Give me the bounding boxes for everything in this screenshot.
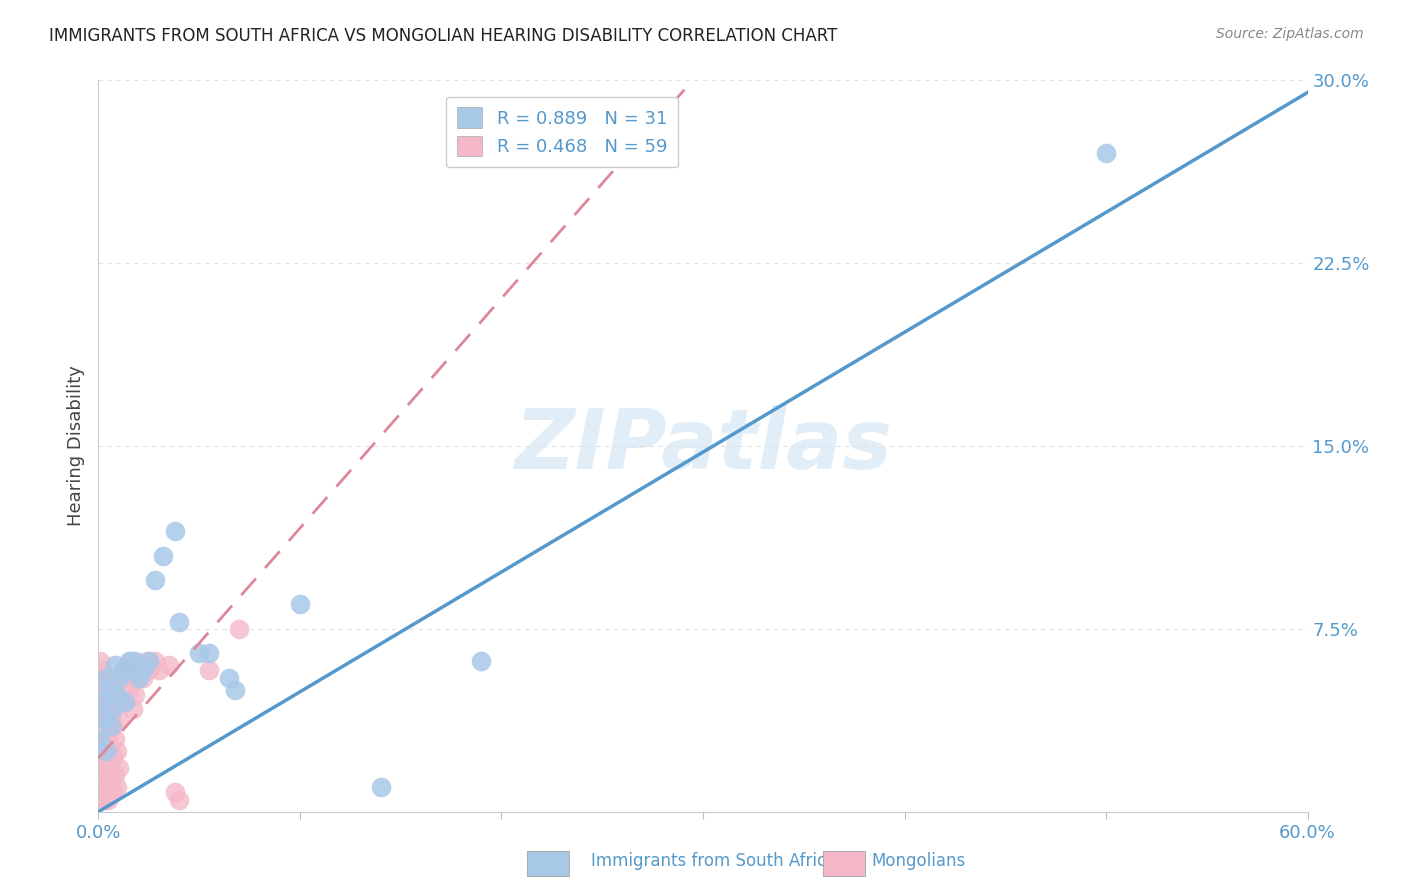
Point xyxy=(163,785,186,799)
Point xyxy=(101,702,124,716)
Point xyxy=(96,780,118,795)
Point xyxy=(89,654,111,668)
Point xyxy=(288,598,311,612)
Point xyxy=(103,658,125,673)
Point xyxy=(89,731,111,746)
Point xyxy=(91,736,114,750)
Point xyxy=(107,712,129,726)
Point xyxy=(370,780,392,795)
Point xyxy=(111,695,134,709)
Point xyxy=(89,751,111,765)
Point xyxy=(93,688,115,702)
Legend: R = 0.889   N = 31, R = 0.468   N = 59: R = 0.889 N = 31, R = 0.468 N = 59 xyxy=(446,96,678,167)
Point xyxy=(97,682,120,697)
Point xyxy=(96,671,118,685)
Point xyxy=(93,792,115,806)
Point xyxy=(107,761,129,775)
Text: Mongolians: Mongolians xyxy=(872,852,966,870)
Point xyxy=(101,719,124,733)
Point xyxy=(1095,146,1118,161)
Text: ZIPatlas: ZIPatlas xyxy=(515,406,891,486)
Point xyxy=(152,549,174,563)
Point xyxy=(228,622,250,636)
Point xyxy=(93,712,115,726)
Point xyxy=(470,654,492,668)
Point xyxy=(101,785,124,799)
Point xyxy=(91,688,114,702)
Point xyxy=(100,744,122,758)
Point xyxy=(138,654,160,668)
Point xyxy=(89,792,111,806)
Point xyxy=(135,654,157,668)
Point xyxy=(138,663,160,677)
Point xyxy=(118,654,141,668)
Point xyxy=(120,654,142,668)
Point xyxy=(124,654,146,668)
Point xyxy=(103,768,125,782)
Point xyxy=(167,615,190,629)
Point xyxy=(167,792,190,806)
Point xyxy=(121,702,143,716)
Point xyxy=(105,688,128,702)
Point xyxy=(89,695,111,709)
Point xyxy=(89,768,111,782)
Point xyxy=(91,695,114,709)
Point xyxy=(96,719,118,733)
Point xyxy=(93,768,115,782)
Point xyxy=(89,712,111,726)
Point xyxy=(91,712,114,726)
Point xyxy=(103,731,125,746)
Point xyxy=(118,682,141,697)
Point xyxy=(96,751,118,765)
Point xyxy=(128,671,150,685)
Text: Source: ZipAtlas.com: Source: ZipAtlas.com xyxy=(1216,27,1364,41)
Point xyxy=(100,712,122,726)
Point xyxy=(218,671,240,685)
Point xyxy=(96,744,118,758)
Point xyxy=(91,663,114,677)
Point xyxy=(100,682,122,697)
Point xyxy=(97,792,120,806)
Point xyxy=(198,663,221,677)
Point xyxy=(110,671,132,685)
Point xyxy=(148,663,170,677)
Point xyxy=(157,658,180,673)
Point xyxy=(101,751,124,765)
Point xyxy=(97,761,120,775)
Y-axis label: Hearing Disability: Hearing Disability xyxy=(66,366,84,526)
Point xyxy=(93,744,115,758)
Point xyxy=(120,663,142,677)
Point xyxy=(132,663,155,677)
Point xyxy=(198,646,221,660)
Point xyxy=(132,671,155,685)
Point xyxy=(105,744,128,758)
Point xyxy=(111,663,134,677)
Point xyxy=(91,761,114,775)
Point xyxy=(100,775,122,789)
Point xyxy=(114,671,136,685)
Point xyxy=(100,719,122,733)
Point xyxy=(89,671,111,685)
Text: IMMIGRANTS FROM SOUTH AFRICA VS MONGOLIAN HEARING DISABILITY CORRELATION CHART: IMMIGRANTS FROM SOUTH AFRICA VS MONGOLIA… xyxy=(49,27,838,45)
Point xyxy=(163,524,186,539)
Point xyxy=(128,671,150,685)
Point xyxy=(107,671,129,685)
Point xyxy=(97,731,120,746)
Point xyxy=(93,712,115,726)
Text: Immigrants from South Africa: Immigrants from South Africa xyxy=(591,852,835,870)
Point xyxy=(96,688,118,702)
Point xyxy=(91,785,114,799)
Point xyxy=(114,695,136,709)
Point xyxy=(115,658,138,673)
Point xyxy=(124,688,146,702)
Point xyxy=(143,654,166,668)
Point xyxy=(89,731,111,746)
Point xyxy=(143,573,166,587)
Point xyxy=(188,646,211,660)
Point xyxy=(224,682,246,697)
Point xyxy=(105,780,128,795)
Point xyxy=(97,702,120,716)
